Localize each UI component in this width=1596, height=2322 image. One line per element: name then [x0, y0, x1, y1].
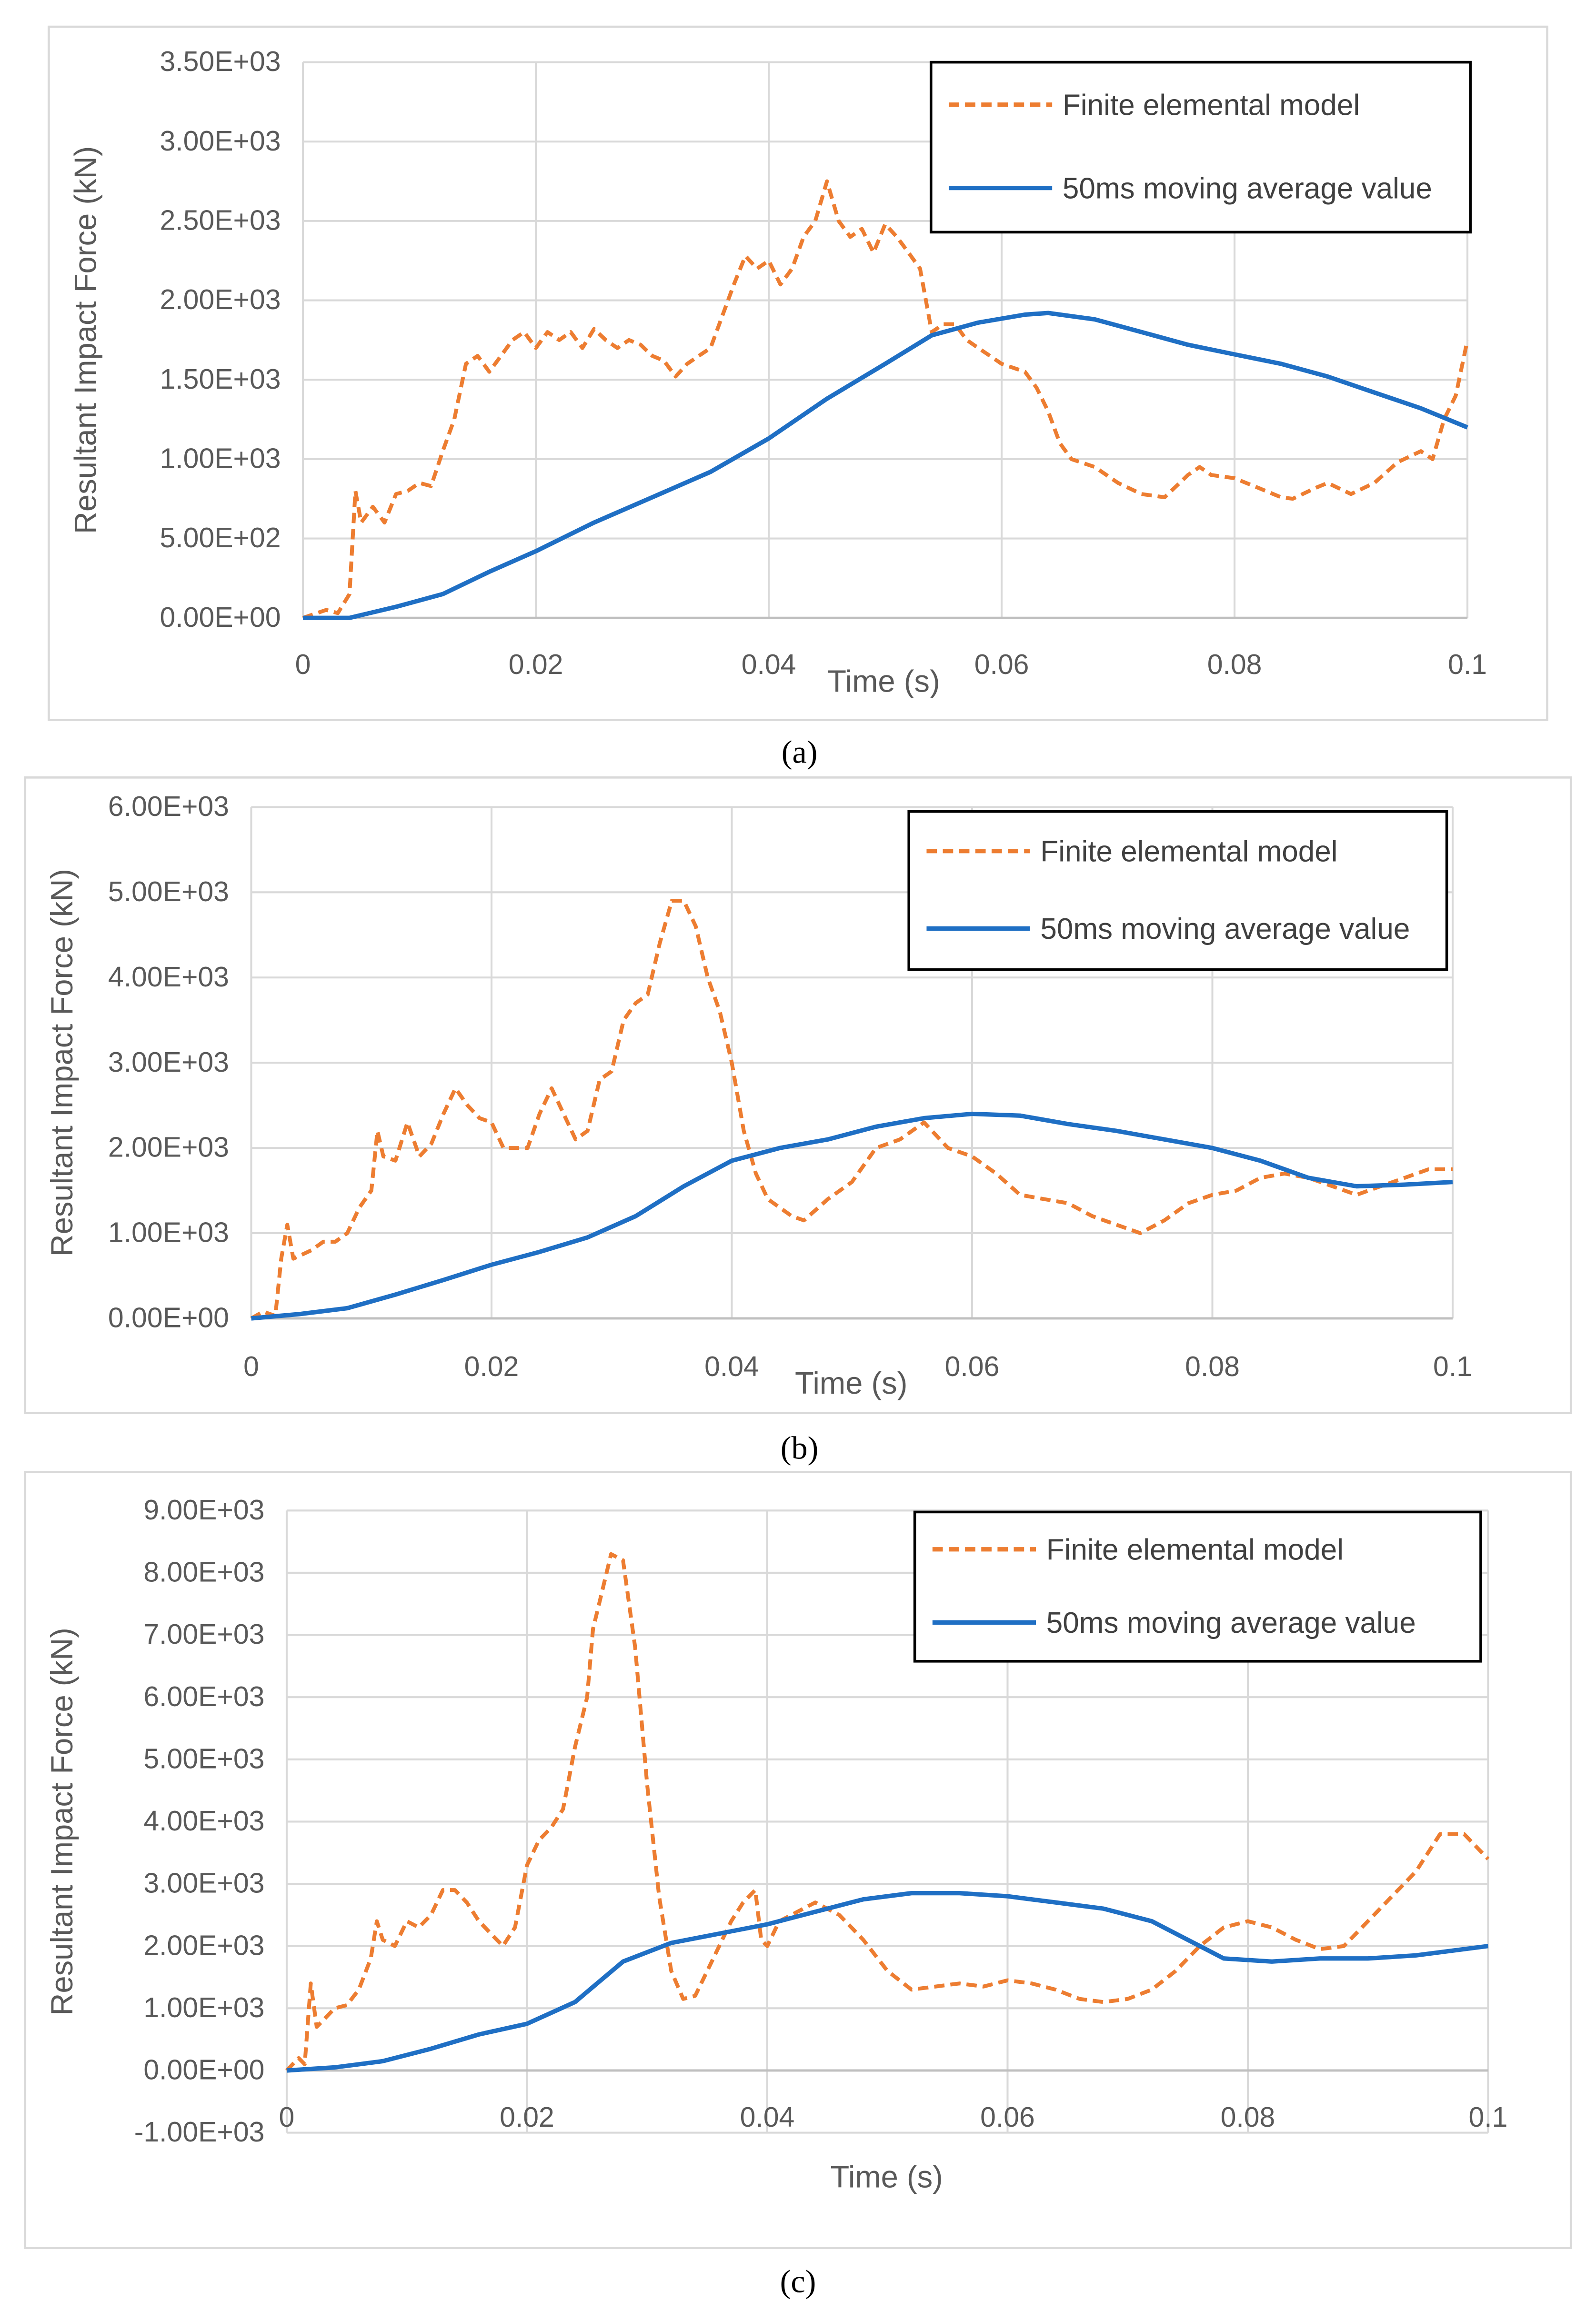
x-tick-label: 0.1 [1448, 649, 1487, 680]
x-tick-label: 0.04 [742, 649, 796, 680]
panel-caption: (c) [780, 2263, 816, 2300]
x-tick-label: 0 [243, 1351, 259, 1382]
y-tick-label: 3.00E+03 [143, 1868, 264, 1899]
chart-panel-b: 0.00E+00 1.00E+03 2.00E+03 3.00E+03 4.00E+03… [24, 776, 1572, 1414]
x-tick-label: 0.04 [740, 2102, 795, 2133]
legend-label: 50ms moving average value [1046, 1607, 1416, 1639]
series-line-moving-average [251, 1111, 1453, 1321]
legend-label: Finite elemental model [1063, 89, 1360, 122]
y-tick-label: 5.00E+03 [108, 876, 229, 907]
y-tick-label: 2.00E+03 [108, 1132, 229, 1163]
legend-box [913, 1510, 1482, 1663]
legend: Finite elemental model 50ms moving averag… [929, 60, 1472, 234]
x-axis-title: Time (s) [795, 1366, 907, 1400]
x-tick-label: 0.08 [1207, 649, 1262, 680]
panel-caption: (a) [782, 734, 818, 770]
legend-label: Finite elemental model [1040, 835, 1337, 868]
y-tick-label: 4.00E+03 [108, 962, 229, 993]
x-tick-label: 0.08 [1185, 1351, 1240, 1382]
y-tick-label: -1.00E+03 [134, 2117, 265, 2148]
x-tick-label: 0.06 [980, 2102, 1035, 2133]
y-tick-label: 5.00E+02 [160, 523, 281, 553]
legend-label: Finite elemental model [1046, 1533, 1344, 1566]
x-tick-label: 0.06 [945, 1351, 1000, 1382]
x-axis-title: Time (s) [827, 663, 940, 698]
legend-box [929, 60, 1472, 234]
series-line-finite-element [250, 899, 1453, 1320]
y-axis-title: Resultant Impact Force (kN) [44, 1628, 79, 2015]
y-tick-label: 6.00E+03 [108, 791, 229, 822]
legend-label: 50ms moving average value [1040, 913, 1410, 945]
x-tick-label: 0.08 [1221, 2102, 1275, 2133]
x-axis-title: Time (s) [830, 2159, 943, 2194]
x-tick-label: 0 [295, 649, 311, 680]
x-tick-label: 0.06 [974, 649, 1029, 680]
y-tick-label: 7.00E+03 [143, 1619, 264, 1650]
y-tick-label: 1.50E+03 [160, 364, 281, 395]
x-tick-label: 0.04 [704, 1351, 759, 1382]
legend-box [907, 810, 1448, 971]
legend: Finite elemental model 50ms moving averag… [913, 1510, 1482, 1663]
y-tick-label: 2.00E+03 [160, 284, 281, 315]
y-axis-title: Resultant Impact Force (kN) [44, 869, 79, 1256]
x-tick-label: 0 [279, 2102, 295, 2133]
y-tick-label: 1.00E+03 [160, 443, 281, 474]
x-tick-label: 0.1 [1433, 1351, 1472, 1382]
series-line-moving-average [303, 311, 1468, 620]
y-tick-label: 3.00E+03 [108, 1047, 229, 1078]
legend: Finite elemental model 50ms moving averag… [907, 810, 1448, 971]
x-tick-label: 0.02 [464, 1351, 519, 1382]
y-tick-label: 3.50E+03 [160, 46, 281, 77]
y-tick-label: 2.50E+03 [160, 205, 281, 236]
series-line-moving-average [286, 1890, 1489, 2073]
y-tick-label: 2.00E+03 [143, 1930, 264, 1961]
y-tick-label: 0.00E+00 [108, 1303, 229, 1334]
series-line-finite-element [285, 1552, 1490, 2072]
panel-caption: (b) [781, 1430, 819, 1466]
y-tick-label: 3.00E+03 [160, 126, 281, 157]
y-tick-label: 0.00E+00 [143, 2055, 264, 2086]
x-tick-label: 0.02 [509, 649, 563, 680]
y-tick-label: 4.00E+03 [143, 1806, 264, 1837]
y-axis-title: Resultant Impact Force (kN) [68, 146, 103, 534]
y-tick-label: 1.00E+03 [108, 1217, 229, 1248]
y-tick-label: 8.00E+03 [143, 1557, 264, 1588]
legend-label: 50ms moving average value [1063, 172, 1432, 205]
y-tick-label: 9.00E+03 [143, 1495, 264, 1526]
y-tick-label: 0.00E+00 [160, 602, 281, 633]
y-tick-label: 1.00E+03 [143, 1992, 264, 2023]
chart-panel-c: -1.00E+03 0.00E+00 1.00E+03 2.00E+03 3.00E+0… [24, 1471, 1572, 2249]
y-tick-label: 5.00E+03 [143, 1743, 264, 1774]
chart-panel-a: 0.00E+00 5.00E+02 1.00E+03 1.50E+03 2.00E+03… [48, 25, 1548, 721]
x-tick-label: 0.1 [1469, 2102, 1508, 2133]
y-tick-label: 6.00E+03 [143, 1681, 264, 1712]
x-tick-label: 0.02 [500, 2102, 554, 2133]
